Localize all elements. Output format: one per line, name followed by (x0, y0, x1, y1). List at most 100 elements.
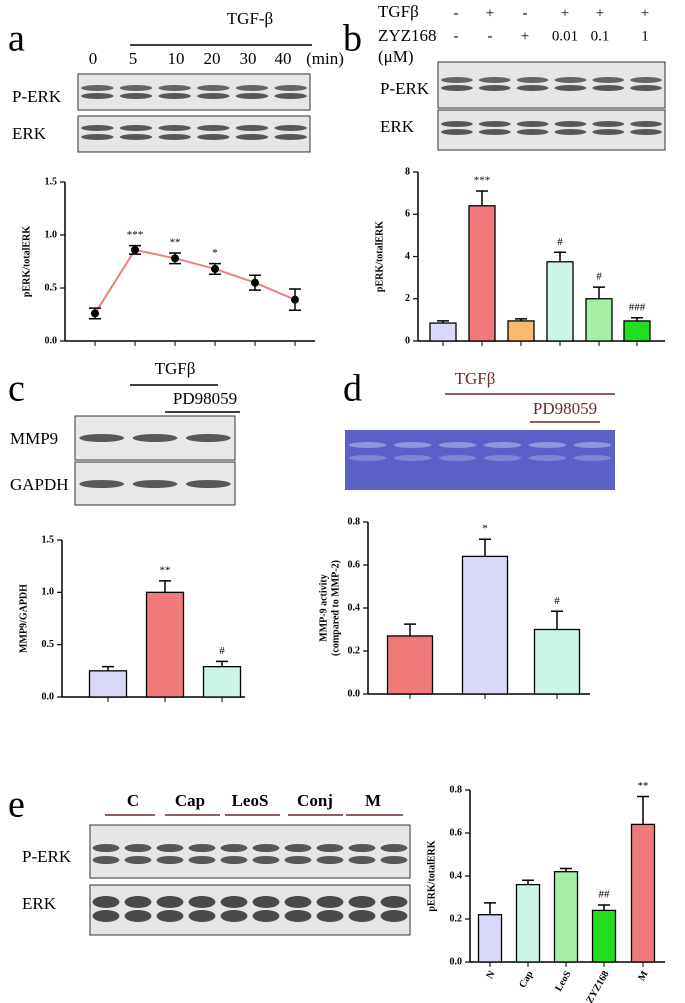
band (252, 844, 280, 852)
band (188, 844, 216, 852)
band (316, 844, 344, 852)
band (158, 134, 191, 140)
band (158, 93, 191, 99)
bar (477, 914, 503, 963)
y-axis-label: MMP9/GAPDH (18, 584, 29, 653)
band (252, 896, 280, 908)
condition: TGFβ (378, 2, 419, 21)
error-bar (216, 660, 228, 667)
error-bar (289, 288, 301, 312)
sign: 0.1 (591, 28, 610, 44)
sign: - (454, 5, 459, 21)
bar (461, 555, 509, 695)
y-tick-label: 0.0 (450, 956, 463, 967)
y-axis-label: pERK/totalERK (374, 221, 385, 292)
band (252, 910, 280, 922)
band (478, 85, 511, 91)
band (554, 77, 587, 83)
blot (77, 115, 311, 153)
band (316, 896, 344, 908)
y-tick-label: 0.6 (450, 827, 463, 838)
error-bar (437, 320, 449, 324)
error-bar (593, 286, 605, 299)
y-tick-label: 0.0 (348, 688, 361, 699)
treatment: TGF-β (227, 9, 273, 28)
x-tick-label: M (636, 969, 651, 983)
band (284, 856, 312, 864)
lane: 20 (204, 49, 221, 68)
band (220, 896, 248, 908)
panel-letter: b (343, 18, 362, 60)
band (220, 844, 248, 852)
bar (468, 205, 496, 342)
band (235, 134, 269, 140)
band (348, 910, 376, 922)
y-tick-label: 0.8 (348, 516, 361, 527)
bar (623, 320, 651, 342)
error-bar (404, 623, 416, 636)
band (156, 896, 184, 908)
annotation: # (596, 271, 602, 283)
y-axis-label: MMP-9 activity (318, 574, 329, 641)
band (119, 134, 153, 140)
band (630, 85, 662, 91)
row-label: GAPDH (10, 475, 69, 494)
band (124, 844, 152, 852)
annotation: # (219, 645, 225, 657)
band (156, 844, 184, 852)
band (630, 77, 662, 83)
band (478, 121, 511, 127)
group: Cap (175, 791, 205, 810)
point (131, 245, 139, 254)
row-label: P-ERK (22, 847, 72, 866)
annotation: * (482, 523, 488, 535)
band (197, 134, 230, 140)
annotation: *** (127, 229, 144, 241)
band (274, 93, 307, 99)
band (630, 121, 662, 127)
band (158, 85, 191, 91)
band (528, 455, 567, 461)
annotation: ** (170, 237, 181, 249)
band (220, 856, 248, 864)
bar (515, 883, 541, 963)
unit: (min) (306, 49, 344, 68)
band (197, 93, 230, 99)
y-axis-label: pERK/totalERK (426, 840, 437, 911)
lane: 5 (129, 49, 138, 68)
band (158, 125, 191, 131)
band (274, 85, 307, 91)
band (554, 129, 587, 135)
error-bar (522, 879, 534, 885)
panel-letter: d (343, 368, 362, 410)
band (380, 910, 408, 922)
point (251, 278, 259, 287)
annotation: ** (638, 780, 649, 792)
y-tick-label: 1.0 (42, 587, 55, 598)
band (441, 121, 473, 127)
band (516, 129, 549, 135)
error-bar (598, 904, 610, 911)
panel-letter: a (8, 18, 25, 60)
band (316, 856, 344, 864)
bar (429, 322, 457, 342)
band (92, 856, 120, 864)
annotation: *** (474, 175, 491, 187)
band (348, 455, 387, 461)
row-label: P-ERK (380, 79, 430, 98)
band (441, 85, 473, 91)
sign: - (523, 5, 528, 21)
band (124, 856, 152, 864)
bar (591, 909, 617, 963)
y-tick-label: 4 (405, 251, 410, 262)
panel-letter: c (8, 368, 25, 410)
band (348, 856, 376, 864)
bar (585, 298, 613, 342)
band (393, 455, 432, 461)
y-tick-label: 0.6 (348, 559, 361, 570)
y-tick-label: 0.5 (42, 639, 55, 650)
error-bar (159, 580, 171, 593)
x-tick-label: ZYZ168 (584, 969, 611, 1003)
lane: 40 (275, 49, 292, 68)
band (438, 455, 477, 461)
